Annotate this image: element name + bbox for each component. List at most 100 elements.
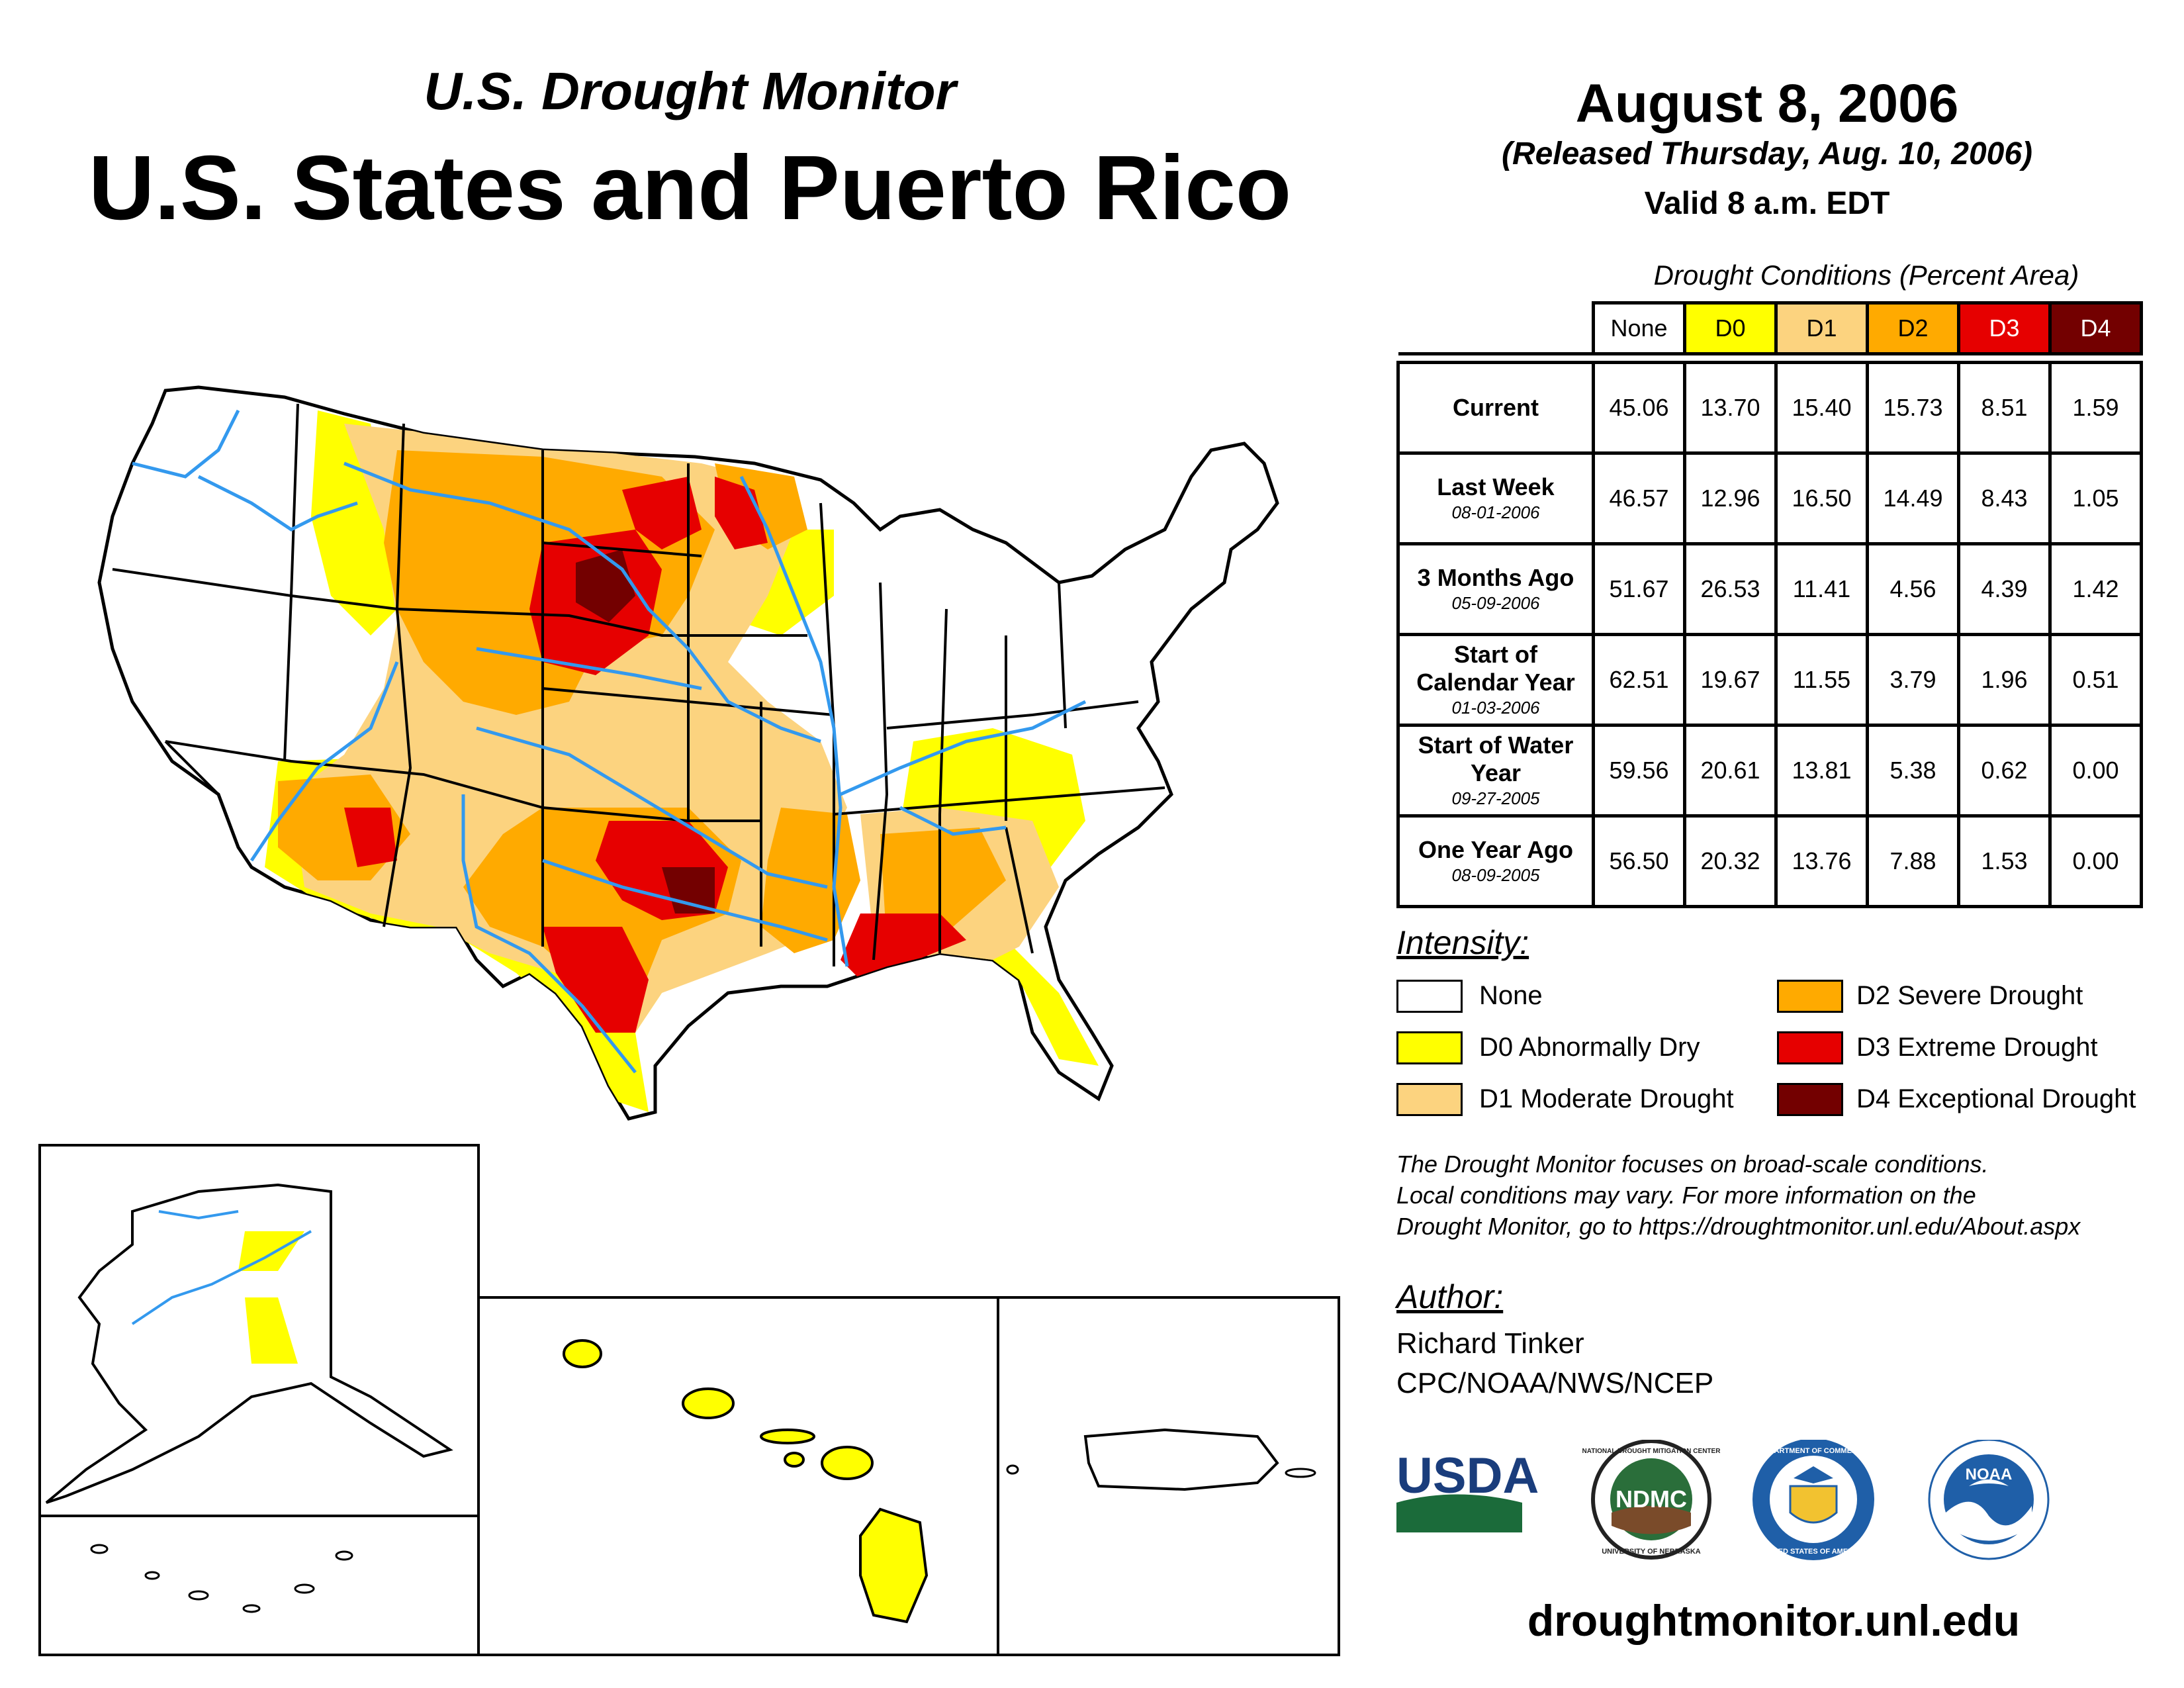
table-cell: 3.79 <box>1866 633 1960 727</box>
river-mississippi <box>739 475 849 967</box>
ndmc-logo-ring-top: NATIONAL DROUGHT MITIGATION CENTER <box>1582 1448 1721 1455</box>
row-label-date: 01-03-2006 <box>1451 698 1540 718</box>
table-cell: 62.51 <box>1592 633 1686 727</box>
state-border <box>819 502 835 966</box>
commerce-logo: DEPARTMENT OF COMMERCE UNITED STATES OF … <box>1752 1440 1874 1560</box>
website-link[interactable]: droughtmonitor.unl.edu <box>1527 1596 2021 1645</box>
table-cell: 1.96 <box>1957 633 2052 727</box>
row-label-date: 09-27-2005 <box>1451 788 1540 808</box>
legend-swatch-d1 <box>1396 1083 1463 1116</box>
row-label-text: Start of Calendar Year <box>1416 641 1575 696</box>
aleutian-island <box>335 1550 353 1561</box>
table-row: Current 45.06 13.70 15.40 15.73 8.51 1.59 <box>1396 361 2143 455</box>
d3-region <box>622 477 702 549</box>
alaska-d0-region <box>245 1297 298 1364</box>
table-cell: 11.55 <box>1774 633 1869 727</box>
river-platte <box>476 647 702 690</box>
state-border <box>164 740 220 796</box>
legend-title: Intensity: <box>1396 924 1529 961</box>
table-cell: 4.39 <box>1957 542 2052 636</box>
aleutian-island <box>90 1544 109 1554</box>
river-snake <box>197 475 358 532</box>
aleutian-islands <box>90 1544 353 1613</box>
aleutian-island <box>294 1583 315 1594</box>
author-name: Richard Tinker <box>1396 1327 1584 1360</box>
row-label: Start of Calendar Year 01-03-2006 <box>1396 633 1595 727</box>
table-row: Last Week 08-01-2006 46.57 12.96 16.50 14.49 8… <box>1396 451 2143 545</box>
drought-map <box>38 385 1340 1656</box>
river-columbia <box>132 409 240 479</box>
table-gap-cell <box>1398 352 2142 364</box>
river-arkansas <box>476 726 828 889</box>
table-row: Start of Water Year 09-27-2005 59.56 20.61 1… <box>1396 724 2143 818</box>
state-border <box>542 541 702 557</box>
column-header-d0: D0 <box>1683 301 1778 355</box>
vieques-island <box>1285 1468 1316 1478</box>
legend-swatch-d4 <box>1777 1083 1843 1116</box>
river-colorado <box>250 661 399 862</box>
state-border <box>283 403 299 762</box>
commerce-logo-ring-bottom: UNITED STATES OF AMERICA <box>1761 1548 1866 1556</box>
table-cell: 46.57 <box>1592 451 1686 545</box>
oahu-island <box>682 1387 735 1419</box>
rivers <box>132 409 1087 1074</box>
state-border <box>165 740 761 822</box>
commerce-logo-shield <box>1789 1485 1838 1524</box>
row-label-text: Last Week <box>1437 473 1555 500</box>
legend-label-d4: D4 Exceptional Drought <box>1856 1084 2136 1113</box>
table-caption: Drought Conditions (Percent Area) <box>1653 259 2079 291</box>
hawaii-big-island <box>859 1507 929 1624</box>
table-cell: 12.96 <box>1683 451 1778 545</box>
aleutian-island <box>144 1571 160 1580</box>
column-header-d1: D1 <box>1774 301 1869 355</box>
row-label-text: 3 Months Ago <box>1417 564 1574 591</box>
column-header-d4: D4 <box>2048 301 2143 355</box>
table-body: Current 45.06 13.70 15.40 15.73 8.51 1.59 Last … <box>1396 361 2143 908</box>
aleutian-island <box>242 1604 261 1613</box>
table-cell: 15.40 <box>1774 361 1869 455</box>
molokai-island <box>760 1429 815 1444</box>
d3-region <box>543 927 649 1033</box>
table-cell: 7.88 <box>1866 814 1960 908</box>
row-label-date: 05-09-2006 <box>1451 593 1540 613</box>
column-header-d3: D3 <box>1957 301 2052 355</box>
row-label: One Year Ago 08-09-2005 <box>1396 814 1595 908</box>
row-label: Start of Water Year 09-27-2005 <box>1396 724 1595 818</box>
usda-logo-band <box>1396 1494 1522 1532</box>
table-row: 3 Months Ago 05-09-2006 51.67 26.53 11.41 4.5… <box>1396 542 2143 636</box>
valid-time: Valid 8 a.m. EDT <box>1644 186 1890 221</box>
state-border <box>872 582 889 961</box>
hawaii-inset-frame <box>477 1296 999 1656</box>
state-border <box>112 568 807 637</box>
table-cell: 1.42 <box>2048 542 2143 636</box>
table-cell: 51.67 <box>1592 542 1686 636</box>
state-border <box>938 608 948 953</box>
table-cell: 56.50 <box>1592 814 1686 908</box>
legend-label-d2: D2 Severe Drought <box>1856 981 2083 1010</box>
table-cell: 14.49 <box>1866 451 1960 545</box>
legend-label-d0: D0 Abnormally Dry <box>1479 1033 1700 1062</box>
state-border <box>1005 827 1034 954</box>
aleutian-island <box>188 1590 209 1601</box>
table-cell: 15.73 <box>1866 361 1960 455</box>
row-label: Current <box>1396 361 1595 455</box>
lanai-island <box>784 1452 805 1468</box>
table-cell: 4.56 <box>1866 542 1960 636</box>
table-cell: 8.51 <box>1957 361 2052 455</box>
map-subtitle: U.S. Drought Monitor <box>424 62 956 120</box>
alaska-rivers <box>131 1210 312 1325</box>
table-cell: 19.67 <box>1683 633 1778 727</box>
mona-island <box>1006 1464 1019 1475</box>
river-yukon <box>131 1230 312 1325</box>
table-cell: 59.56 <box>1592 724 1686 818</box>
commerce-logo-eagle <box>1794 1466 1833 1483</box>
drought-conditions-table: None D0 D1 D2 D3 D4 Current 45.06 13.70 15.… <box>1396 301 2143 908</box>
river-missouri <box>343 461 821 743</box>
table-row: Start of Calendar Year 01-03-2006 62.51 19.… <box>1396 633 2143 727</box>
table-cell: 20.32 <box>1683 814 1778 908</box>
row-label-date: 08-01-2006 <box>1451 502 1540 522</box>
d3-region <box>715 477 768 549</box>
legend-swatch-d0 <box>1396 1031 1463 1064</box>
commerce-logo-ring-top: DEPARTMENT OF COMMERCE <box>1760 1447 1867 1455</box>
table-cell: 13.76 <box>1774 814 1869 908</box>
